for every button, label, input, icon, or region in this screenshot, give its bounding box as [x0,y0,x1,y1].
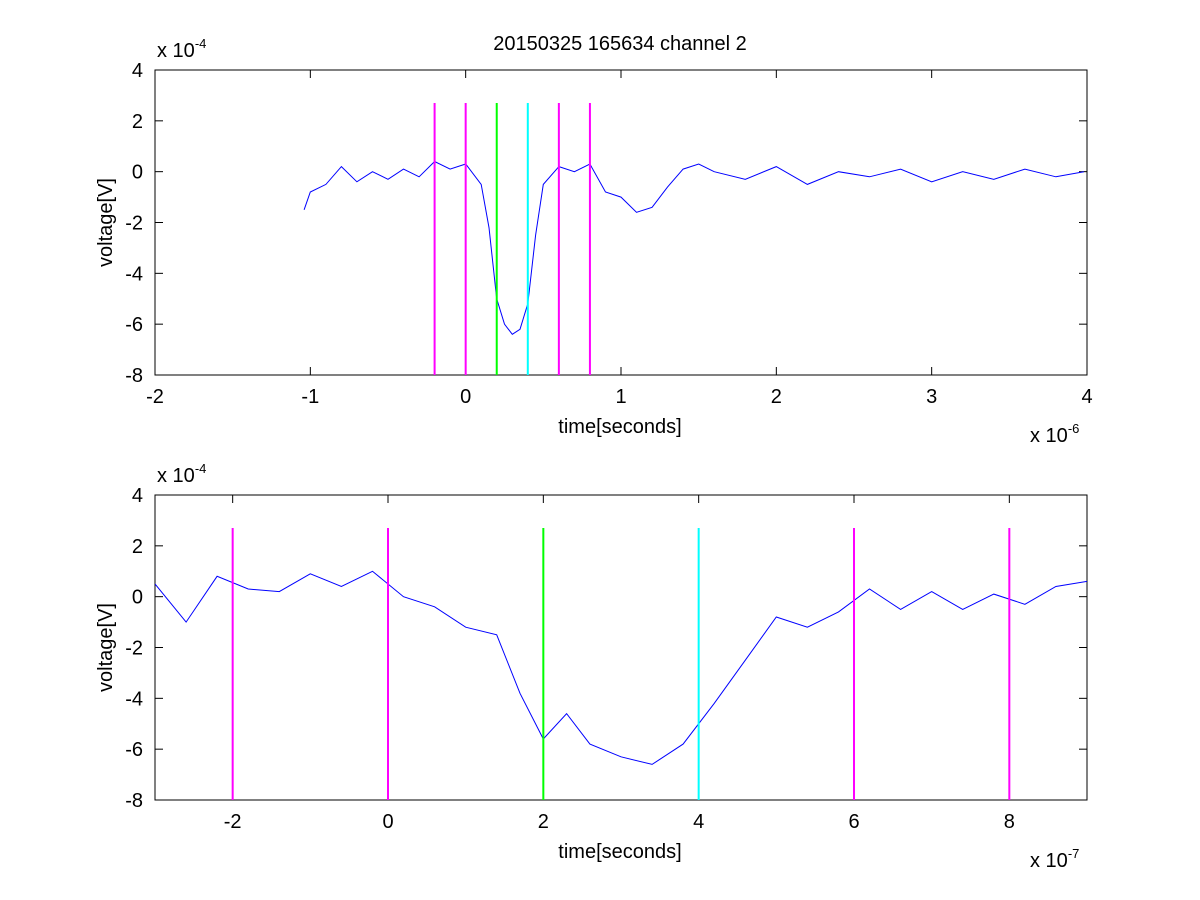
y-axis-label: voltage[V] [95,178,117,267]
x-tick-label: -1 [301,386,319,408]
y-multiplier-base: x 10 [157,465,195,487]
plot-area [154,69,1088,376]
x-tick-label: -2 [224,811,242,833]
x-axis-multiplier: x 10-6 [1030,421,1079,447]
x-tick-label: 3 [926,386,937,408]
x-tick-label: 4 [1081,386,1092,408]
x-tick-label: 4 [693,811,704,833]
y-axis-multiplier: x 10-4 [157,36,206,62]
x-axis-multiplier: x 10-7 [1030,846,1079,872]
chart-title: 20150325 165634 channel 2 [493,33,747,55]
x-multiplier-base: x 10 [1030,425,1068,447]
y-tick-label: -8 [125,365,143,387]
series-line [155,570,1087,765]
y-tick-label: -6 [125,314,143,336]
y-tick-label: -6 [125,739,143,761]
x-multiplier-exponent: -6 [1068,421,1080,436]
y-tick-label: 2 [132,536,143,558]
y-tick-label: 4 [132,60,143,82]
y-multiplier-exponent: -4 [195,461,207,476]
y-tick-label: 0 [132,162,143,184]
x-multiplier-base: x 10 [1030,850,1068,872]
y-multiplier-exponent: -4 [195,36,207,51]
plot-area [154,494,1088,801]
plot-data [303,103,1084,375]
x-tick-label: 0 [382,811,393,833]
y-tick-label: -2 [125,213,143,235]
y-axis-label: voltage[V] [95,603,117,692]
axes-bottom: -2 0 2 4 6 8 -8 -6 -4 -2 0 2 4 time[seconds] voltage[V… [95,461,1088,872]
y-tick-label: 2 [132,111,143,133]
axes-top: -2 -1 0 1 2 3 4 -8 -6 -4 -2 0 2 4 time[seconds] voltage… [95,36,1093,447]
y-tick-label: -4 [125,688,143,710]
y-tick-label: 0 [132,587,143,609]
x-axis-label: time[seconds] [558,416,681,438]
x-tick-label: 6 [848,811,859,833]
x-tick-label: 1 [615,386,626,408]
series-line [303,160,1084,335]
y-multiplier-base: x 10 [157,40,195,62]
x-tick-label: 2 [538,811,549,833]
x-tick-label: -2 [146,386,164,408]
y-tick-label: -8 [125,790,143,812]
y-tick-label: -4 [125,263,143,285]
x-axis-label: time[seconds] [558,841,681,863]
x-multiplier-exponent: -7 [1068,846,1080,861]
plot-data [155,528,1087,800]
y-tick-label: 4 [132,485,143,507]
x-tick-label: 0 [460,386,471,408]
x-tick-label: 2 [771,386,782,408]
y-tick-label: -2 [125,638,143,660]
y-axis-multiplier: x 10-4 [157,461,206,487]
x-tick-label: 8 [1004,811,1015,833]
